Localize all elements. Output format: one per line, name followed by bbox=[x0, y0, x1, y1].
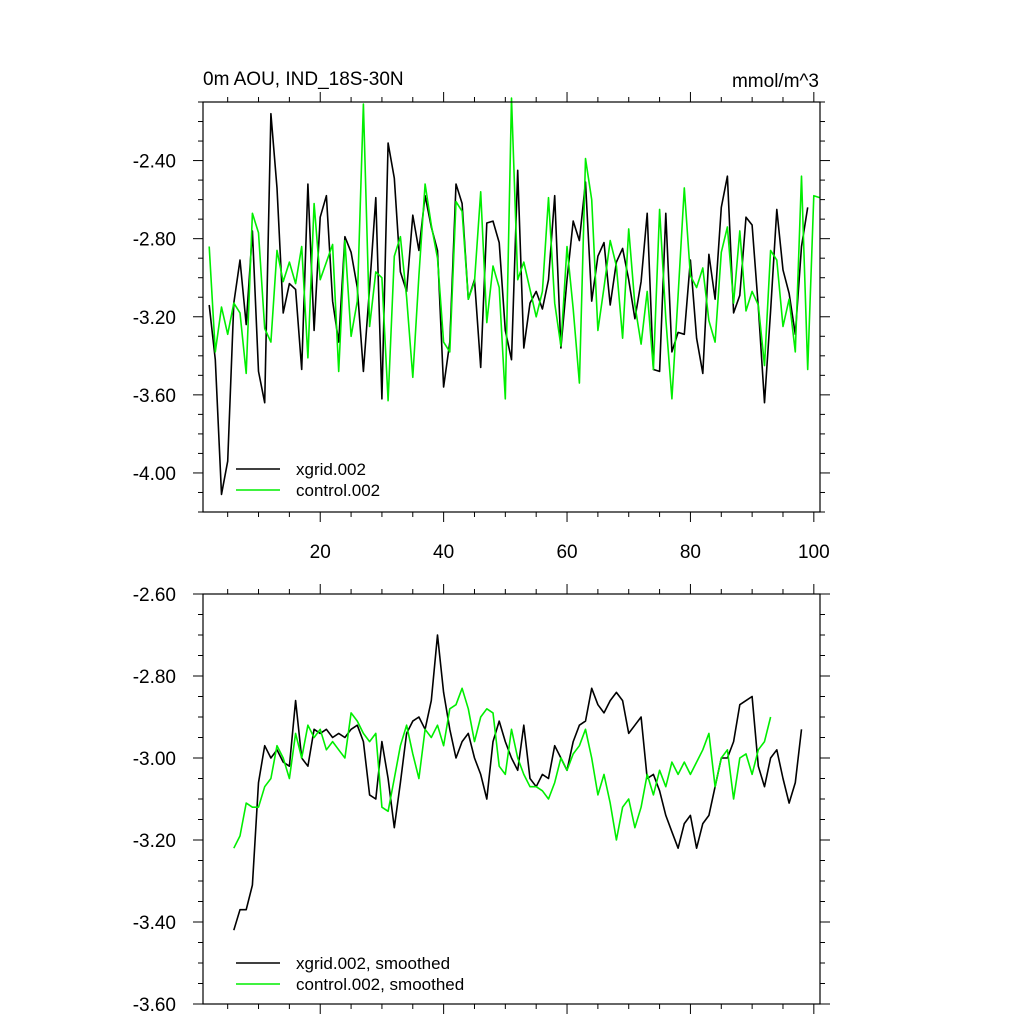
legend-label: xgrid.002 bbox=[296, 460, 366, 479]
y-tick-label: -3.60 bbox=[133, 386, 176, 407]
y-tick-label: -2.80 bbox=[133, 667, 176, 688]
series-line-control bbox=[208, 97, 821, 402]
series-line-xgrid bbox=[208, 112, 809, 496]
top-panel-frame bbox=[202, 101, 821, 513]
y-tick-label: -3.20 bbox=[133, 308, 176, 329]
bottom-panel-legend: xgrid.002, smoothed control.002, smoothed bbox=[236, 954, 464, 994]
bottom-panel-tick-labels: -3.60 -3.40 -3.20 -3.00 -2.80 -2.60 bbox=[133, 585, 176, 1016]
y-tick-label: -2.80 bbox=[133, 230, 176, 251]
y-tick-label: -4.00 bbox=[133, 464, 176, 485]
bottom-panel: -3.60 -3.40 -3.20 -3.00 -2.80 -2.60 xgrid.002… bbox=[133, 584, 830, 1016]
top-panel-ticks bbox=[193, 92, 830, 522]
y-tick-label: -3.20 bbox=[133, 831, 176, 852]
top-panel-tick-labels: 20 40 60 80 100 -4.00 -3.60 -3.20 -2.80 -2.40 bbox=[133, 152, 830, 563]
top-panel-title: 0m AOU, IND_18S-30N bbox=[203, 69, 404, 90]
top-panel-lines bbox=[208, 97, 821, 496]
y-tick-label: -3.60 bbox=[133, 995, 176, 1016]
y-tick-label: -2.60 bbox=[133, 585, 176, 606]
legend-label: control.002, smoothed bbox=[296, 975, 464, 994]
x-tick-label: 40 bbox=[433, 542, 454, 563]
y-tick-label: -2.40 bbox=[133, 152, 176, 173]
x-tick-label: 60 bbox=[556, 542, 577, 563]
top-panel-legend: xgrid.002 control.002 bbox=[236, 460, 380, 500]
x-tick-label: 80 bbox=[680, 542, 701, 563]
y-tick-label: -3.40 bbox=[133, 913, 176, 934]
bottom-panel-ticks bbox=[193, 584, 830, 1014]
series-line-control bbox=[233, 687, 772, 849]
y-tick-label: -3.00 bbox=[133, 749, 176, 770]
legend-label: control.002 bbox=[296, 481, 380, 500]
bottom-panel-frame bbox=[202, 593, 821, 1005]
x-tick-label: 100 bbox=[798, 542, 830, 563]
top-panel-units: mmol/m^3 bbox=[732, 71, 819, 92]
series-line-xgrid bbox=[233, 634, 803, 931]
x-tick-label: 20 bbox=[310, 542, 331, 563]
bottom-panel-lines bbox=[233, 634, 803, 931]
legend-label: xgrid.002, smoothed bbox=[296, 954, 450, 973]
top-panel: 0m AOU, IND_18S-30N mmol/m^3 20 40 60 80 100… bbox=[133, 69, 830, 563]
